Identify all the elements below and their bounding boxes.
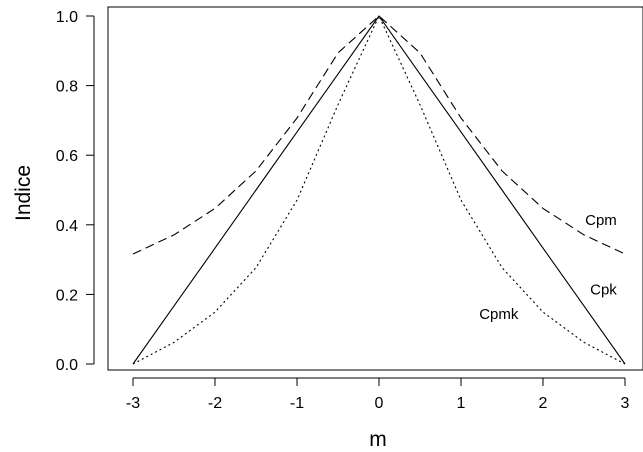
label-cpmk: Cpmk [479, 306, 519, 323]
series-line-cpm [133, 16, 625, 254]
series-line-cpmk [133, 16, 625, 364]
y-tick-label: 0.0 [56, 357, 78, 374]
y-tick-label: 0.6 [56, 148, 78, 165]
annotation-layer: Cpm Cpk Cpmk [479, 212, 617, 323]
x-tick-label: -3 [126, 395, 140, 412]
series-layer [133, 16, 625, 364]
x-axis-title: m [369, 428, 387, 451]
y-tick-label: 0.8 [56, 79, 78, 96]
x-tick-label: 2 [539, 395, 548, 412]
x-tick-label: 0 [375, 395, 384, 412]
y-axis-title: Indice [12, 165, 35, 221]
x-tick-label: 1 [457, 395, 466, 412]
plot-frame [108, 7, 643, 370]
y-tick-label: 0.4 [56, 218, 78, 235]
label-cpk: Cpk [590, 281, 617, 298]
y-axis: 0.0 0.2 0.4 0.6 0.8 1.0 [56, 9, 94, 374]
y-tick-label: 1.0 [56, 9, 78, 26]
x-tick-label: 3 [621, 395, 630, 412]
y-tick-label: 0.2 [56, 287, 78, 304]
x-tick-label: -2 [208, 395, 222, 412]
series-line-cpk [133, 16, 625, 364]
label-cpm: Cpm [585, 212, 617, 229]
x-axis: -3 -2 -1 0 1 2 3 [126, 378, 630, 412]
x-tick-label: -1 [290, 395, 304, 412]
